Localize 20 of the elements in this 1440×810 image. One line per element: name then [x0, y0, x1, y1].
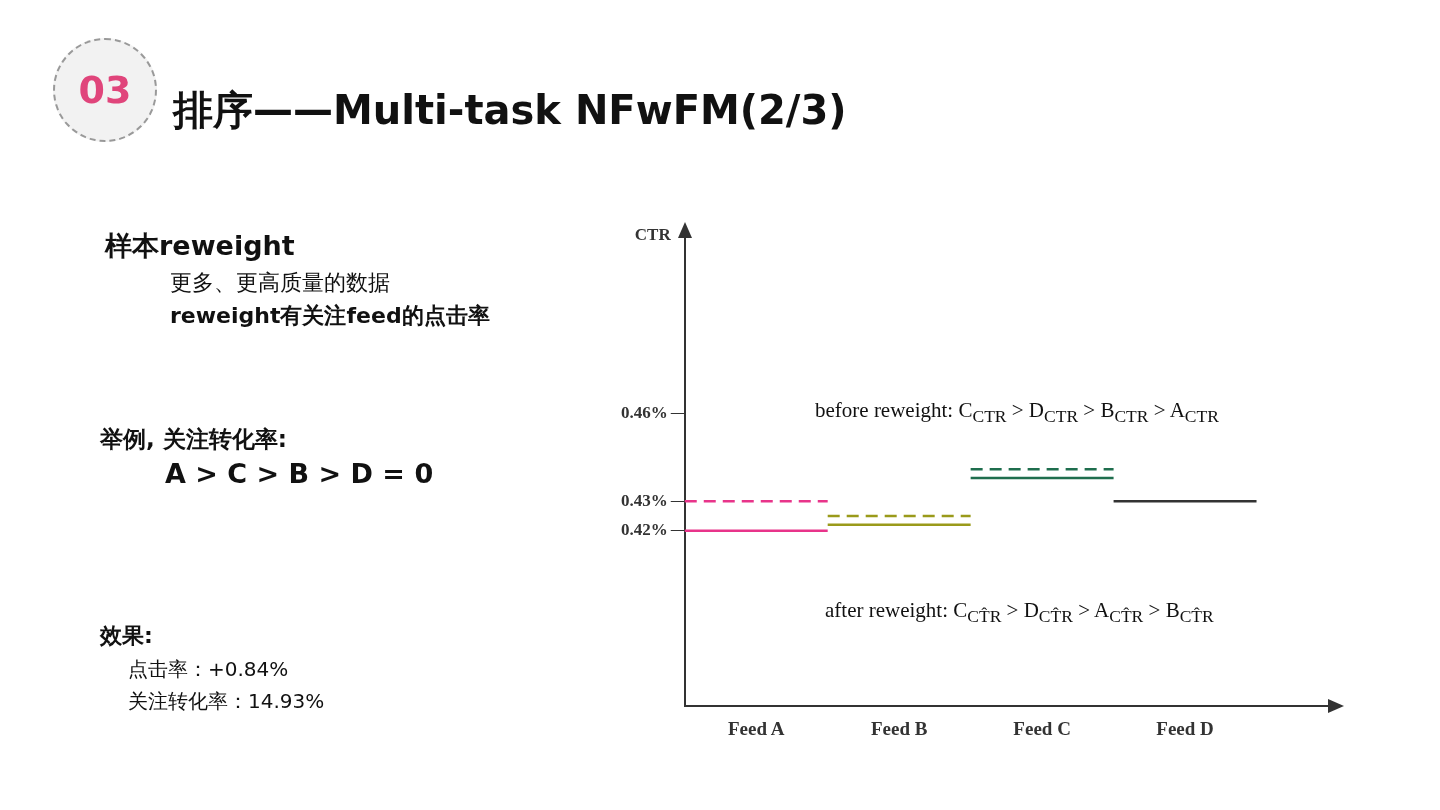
chart-title: 排序——Multi-task NFwFM(2/3) [173, 86, 847, 135]
x-tick-label: Feed B [870, 717, 928, 739]
x-tick-label: Feed A [727, 717, 785, 739]
circle-badge: 03 [53, 38, 157, 142]
y-tick-label: 0.46% [621, 402, 668, 422]
annotation: before reweight: C$_{CTR}$ > D$_{CTR}$ > B$_{CTR}$ > A$_{CTR}$ [815, 398, 1219, 428]
text: 更多、更高质量的数据 [170, 269, 390, 297]
text: 效果: [100, 622, 153, 650]
y-tick-label: 0.43% [621, 490, 668, 510]
text: 关注转化率：14.93% [128, 688, 325, 715]
x-tick-label: Feed D [1156, 717, 1214, 739]
annotation: after reweight: C$_{CT̂R}$ > D$_{CT̂R}$ > A$_{CT̂R}$ > B$_{CT̂R}$ [825, 598, 1214, 628]
text: 样本reweight [105, 229, 295, 263]
x-tick-label: Feed C [1013, 717, 1071, 739]
y-tick-label: 0.42% [621, 520, 668, 540]
text: 举例, 关注转化率: [100, 425, 287, 454]
text: reweight有关注feed的点击率 [170, 302, 490, 330]
text: 点击率：+0.84% [128, 656, 289, 683]
text: A > C > B > D = 0 [165, 458, 434, 489]
y-axis-title: CTR [634, 225, 672, 245]
